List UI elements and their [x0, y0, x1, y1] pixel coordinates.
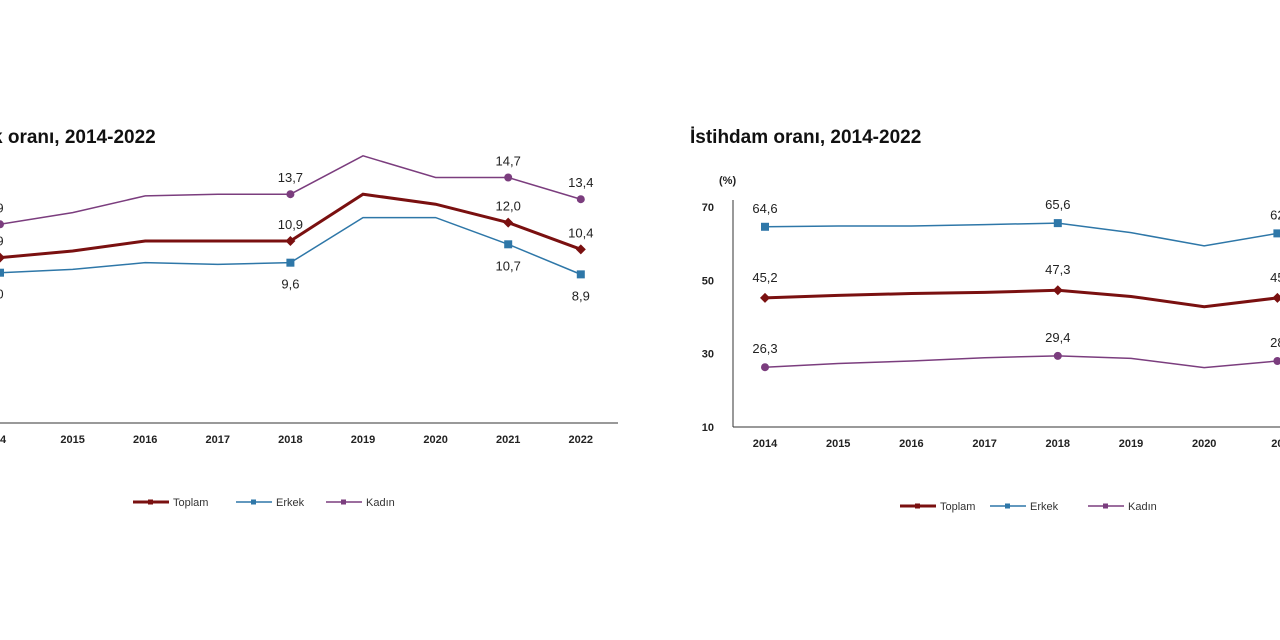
right-point-kadin — [1273, 356, 1280, 365]
left-legend: Toplam Erkek Kadın — [133, 497, 395, 509]
right-point-erkek — [761, 222, 769, 231]
left-point-kadin — [504, 173, 513, 182]
legend-marker-toplam — [915, 503, 920, 509]
right-x-tick: 2015 — [826, 438, 850, 450]
left-x-tick: 2020 — [423, 434, 447, 446]
right-x-tick: 2019 — [1119, 438, 1143, 450]
left-data-label-erkek: 8,9 — [572, 288, 590, 303]
right-series-line-kadin — [764, 355, 1280, 369]
right-x-tick: 2017 — [972, 438, 996, 450]
left-data-label-toplam: 10,4 — [568, 225, 593, 240]
left-x-tick-labels: 14 2015 2016 2017 2018 2019 2020 2021 2022 — [0, 434, 593, 446]
left-point-erkek — [286, 258, 295, 267]
left-point-kadin — [286, 190, 295, 199]
right-point-toplam — [1272, 292, 1280, 303]
right-data-label-kadin: 29,4 — [1045, 330, 1070, 345]
unemployment-chart: k oranı, 2014-2022 9 10,9 12,0 10,4 0 9,6 10,7… — [0, 127, 618, 509]
right-data-label-kadin: 28 — [1270, 335, 1280, 350]
right-data-label-toplam: 47,3 — [1045, 262, 1070, 277]
legend-marker-erkek — [251, 499, 256, 505]
right-x-tick: 2014 — [753, 438, 778, 450]
left-x-tick: 2022 — [569, 434, 593, 446]
left-data-label-kadin: 9 — [0, 200, 4, 215]
left-data-label-erkek: 0 — [0, 287, 4, 302]
left-point-toplam — [285, 235, 296, 246]
left-chart-title: k oranı, 2014-2022 — [0, 127, 156, 148]
right-point-kadin — [1053, 351, 1062, 360]
left-data-label-erkek: 9,6 — [281, 277, 299, 292]
right-series-line-erkek — [764, 222, 1280, 247]
left-data-label-erkek: 10,7 — [496, 258, 521, 273]
right-point-kadin — [761, 363, 769, 372]
right-data-label-erkek: 65,6 — [1045, 197, 1070, 212]
right-data-label-erkek: 64,6 — [752, 201, 777, 216]
legend-label-erkek: Erkek — [276, 497, 305, 509]
right-y-unit: (%) — [719, 175, 736, 187]
left-point-toplam — [0, 252, 5, 263]
right-data-label-erkek: 62 — [1270, 207, 1280, 222]
right-series-line-toplam — [764, 288, 1280, 309]
left-data-label-kadin: 14,7 — [496, 154, 521, 169]
right-chart-title: İstihdam oranı, 2014-2022 — [690, 127, 921, 148]
legend-marker-kadin — [341, 499, 346, 505]
employment-chart: İstihdam oranı, 2014-2022 (%) 10 30 50 70 4… — [690, 127, 1280, 513]
right-data-label-toplam: 45 — [1270, 270, 1280, 285]
left-point-kadin — [0, 220, 4, 229]
left-point-erkek — [0, 268, 4, 277]
right-x-tick: 2020 — [1192, 438, 1216, 450]
left-x-tick: 2021 — [496, 434, 520, 446]
left-x-tick: 2017 — [206, 434, 230, 446]
left-x-tick: 2015 — [60, 434, 84, 446]
right-x-tick-labels: 201420152016201720182019202020 — [753, 438, 1280, 450]
left-x-tick: 2016 — [133, 434, 157, 446]
right-point-toplam — [760, 292, 770, 303]
right-data-label-toplam: 45,2 — [752, 270, 777, 285]
left-data-label-toplam: 10,9 — [278, 217, 303, 232]
legend-label-kadin: Kadın — [366, 497, 395, 509]
right-y-tick: 10 — [702, 422, 714, 434]
right-y-tick: 30 — [702, 349, 714, 361]
legend-label-toplam: Toplam — [940, 501, 975, 513]
left-point-erkek — [576, 270, 585, 279]
right-y-tick: 70 — [702, 202, 714, 214]
left-data-label-kadin: 13,7 — [278, 170, 303, 185]
right-y-tick-labels: 10 30 50 70 — [702, 202, 714, 434]
right-plot-area: 45,2 47,3 45 64,6 65,6 62 26,3 29,4 28 — [752, 197, 1280, 372]
right-point-toplam — [1052, 285, 1063, 296]
left-x-tick: 2019 — [351, 434, 375, 446]
left-series-line-kadin — [0, 154, 582, 226]
right-x-tick: 2018 — [1046, 438, 1070, 450]
left-x-tick: 2018 — [278, 434, 302, 446]
legend-label-kadin: Kadın — [1128, 501, 1157, 513]
right-x-tick: 20 — [1271, 438, 1280, 450]
legend-label-erkek: Erkek — [1030, 501, 1059, 513]
legend-marker-kadin — [1103, 503, 1108, 509]
right-point-erkek — [1273, 229, 1280, 238]
legend-marker-toplam — [148, 499, 153, 505]
left-point-erkek — [504, 240, 513, 249]
left-point-toplam — [503, 217, 514, 228]
left-plot-area: 9 10,9 12,0 10,4 0 9,6 10,7 8,9 9 13,7 14,7 13,4 — [0, 154, 593, 303]
left-point-toplam — [575, 244, 586, 255]
left-data-label-toplam: 9 — [0, 234, 4, 249]
right-legend: Toplam Erkek Kadın — [900, 501, 1157, 513]
left-point-kadin — [576, 195, 585, 204]
right-data-label-kadin: 26,3 — [752, 341, 777, 356]
legend-marker-erkek — [1005, 503, 1010, 509]
right-point-erkek — [1053, 219, 1062, 228]
right-x-tick: 2016 — [899, 438, 923, 450]
left-x-tick: 14 — [0, 434, 7, 446]
legend-label-toplam: Toplam — [173, 497, 208, 509]
right-y-tick: 50 — [702, 275, 714, 287]
left-data-label-toplam: 12,0 — [496, 199, 521, 214]
left-data-label-kadin: 13,4 — [568, 175, 593, 190]
